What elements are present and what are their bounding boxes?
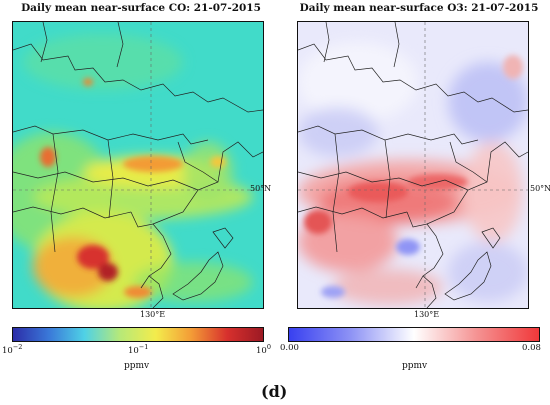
co-map[interactable] bbox=[12, 21, 264, 309]
figure-panel-label: (d) bbox=[261, 382, 288, 401]
co-tick-high: 100 bbox=[256, 343, 271, 356]
co-colorbar bbox=[12, 327, 264, 342]
o3-lon-label: 130°E bbox=[414, 310, 440, 319]
co-lat-label: 50°N bbox=[250, 184, 272, 193]
o3-colorbar-unit: ppmv bbox=[402, 361, 428, 371]
co-tick-mid: 10−1 bbox=[128, 343, 149, 356]
o3-map-canvas bbox=[298, 22, 528, 308]
o3-map-title: Daily mean near-surface O3: 21-07-2015 bbox=[299, 2, 539, 14]
co-tick-low: 10−2 bbox=[2, 343, 23, 356]
o3-tick-max: 0.08 bbox=[522, 343, 541, 353]
o3-map[interactable] bbox=[297, 21, 529, 309]
co-colorbar-unit: ppmv bbox=[124, 361, 150, 371]
o3-colorbar bbox=[288, 327, 540, 342]
co-map-title: Daily mean near-surface CO: 21-07-2015 bbox=[21, 2, 261, 14]
co-map-canvas bbox=[13, 22, 263, 308]
o3-tick-min: 0.00 bbox=[280, 343, 299, 353]
co-lon-label: 130°E bbox=[140, 310, 166, 319]
o3-lat-label: 50°N bbox=[530, 184, 550, 193]
